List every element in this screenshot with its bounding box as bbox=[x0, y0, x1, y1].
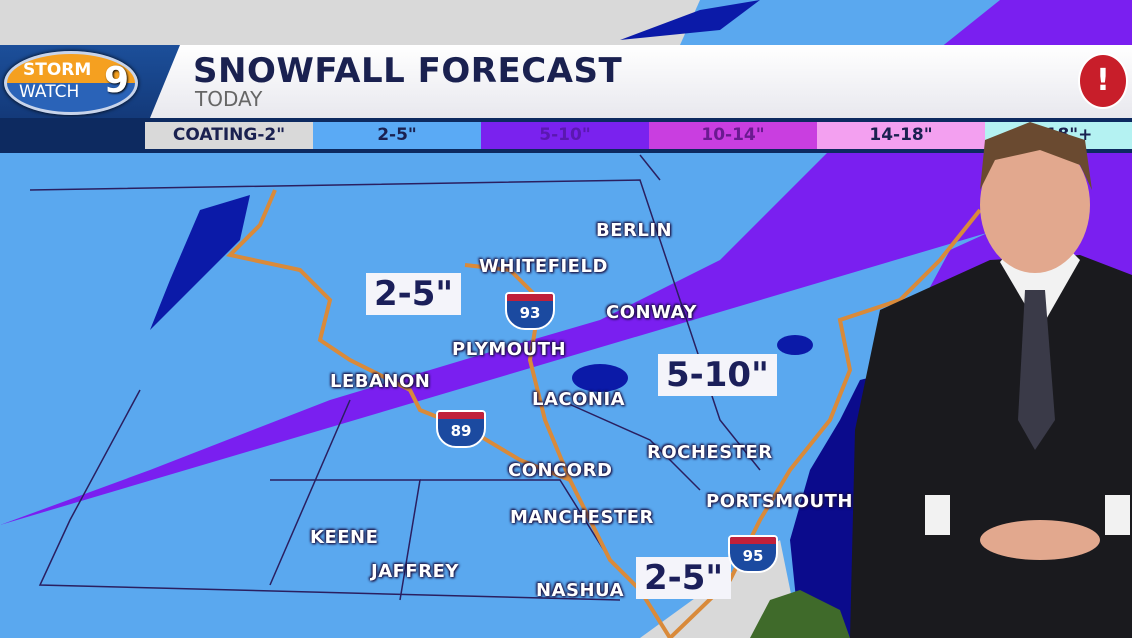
city-label-manchester: MANCHESTER bbox=[510, 507, 654, 528]
interstate-89-shield-icon: 89 bbox=[436, 410, 486, 448]
logo-line1: STORM bbox=[23, 60, 92, 80]
city-label-rochester: ROCHESTER bbox=[647, 442, 773, 463]
storm-watch-9-logo: STORM WATCH 9 bbox=[4, 51, 138, 115]
logo-number: 9 bbox=[103, 60, 129, 101]
city-label-berlin: BERLIN bbox=[596, 220, 673, 241]
header-title-panel bbox=[150, 45, 1132, 118]
city-label-whitefield: WHITEFIELD bbox=[479, 256, 608, 277]
land-green bbox=[750, 590, 850, 638]
city-label-keene: KEENE bbox=[310, 527, 379, 548]
page-title: SNOWFALL FORECAST bbox=[193, 51, 623, 91]
amount-label-central: 5-10" bbox=[658, 354, 777, 396]
city-label-conway: CONWAY bbox=[606, 302, 697, 323]
interstate-93-shield-icon: 93 bbox=[505, 292, 555, 330]
city-label-laconia: LACONIA bbox=[532, 389, 626, 410]
city-label-plymouth: PLYMOUTH bbox=[452, 339, 567, 360]
page-subtitle: TODAY bbox=[195, 87, 263, 111]
legend-item-10-14: 10-14" bbox=[649, 122, 817, 149]
lakes bbox=[150, 0, 813, 392]
city-label-nashua: NASHUA bbox=[536, 580, 625, 601]
legend-item-2-5: 2-5" bbox=[313, 122, 481, 149]
city-label-concord: CONCORD bbox=[508, 460, 613, 481]
logo-line2: WATCH bbox=[19, 82, 80, 102]
legend-item-5-10: 5-10" bbox=[481, 122, 649, 149]
amount-label-south: 2-5" bbox=[636, 557, 732, 599]
city-label-jaffrey: JAFFREY bbox=[371, 561, 459, 582]
amount-label-north: 2-5" bbox=[366, 273, 462, 315]
city-label-portsmouth: PORTSMOUTH bbox=[706, 491, 853, 512]
legend-item-14-18: 14-18" bbox=[817, 122, 985, 149]
state-borders bbox=[29, 154, 761, 601]
legend-item-coating: COATING-2" bbox=[145, 122, 313, 149]
coating-zone-top bbox=[0, 0, 700, 45]
warning-triangle-icon: ! bbox=[1078, 53, 1128, 109]
interstate-95-shield-icon: 95 bbox=[728, 535, 778, 573]
city-label-lebanon: LEBANON bbox=[330, 371, 431, 392]
